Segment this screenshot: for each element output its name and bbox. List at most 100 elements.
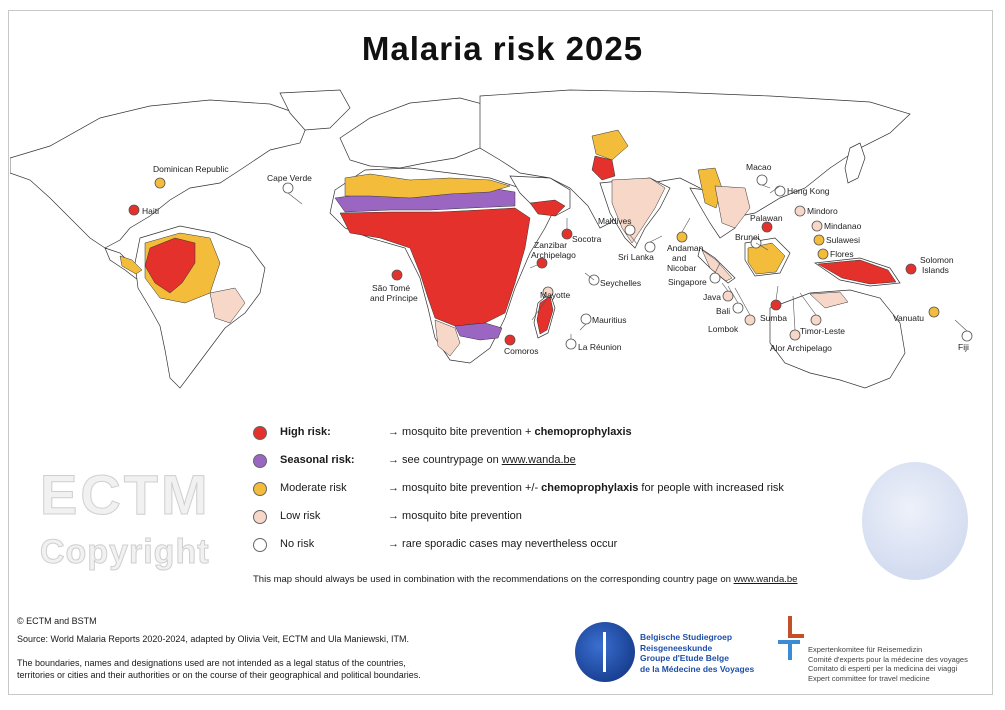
dominican-republic-marker (154, 177, 166, 189)
legend-advice-suffix: for people with increased risk (638, 482, 784, 494)
bsg-line-3: Groupe d'Etude Belge (640, 653, 729, 663)
label-seychelles: Seychelles (600, 278, 641, 288)
label-bali: Bali (716, 306, 730, 316)
land-masses (10, 89, 911, 389)
la-reunion-marker (565, 338, 577, 350)
label-maldives: Maldives (598, 216, 632, 226)
legend-advice-text: → mosquito bite prevention +/- (388, 482, 542, 494)
label-cape-verde: Cape Verde (267, 173, 312, 183)
southeast-asia-low (714, 185, 751, 229)
label-vanuatu: Vanuatu (893, 313, 924, 323)
label-alor: Alor Archipelago (770, 343, 832, 353)
yemen-high (529, 199, 566, 217)
label-solomon-1: Solomon (920, 255, 954, 265)
disclaimer-line-2: territories or cities and their authorit… (17, 670, 421, 680)
watermark-ectm: ECTM (40, 463, 211, 527)
socotra-marker (561, 228, 573, 240)
legend-advice-emphasis: chemoprophylaxis (541, 482, 639, 494)
label-dominican-republic: Dominican Republic (153, 164, 229, 174)
watermark-copyright: Copyright (40, 533, 210, 572)
label-timor-leste: Timor-Leste (800, 326, 845, 336)
copyright-line: © ECTM and BSTM (17, 616, 97, 626)
maldives-marker (624, 224, 636, 236)
label-comoros: Comoros (504, 346, 538, 356)
legend-swatch (253, 538, 267, 552)
usage-note-link[interactable]: www.wanda.be (733, 574, 798, 585)
label-palawan: Palawan (750, 213, 783, 223)
singapore-marker (709, 272, 721, 284)
new-guinea-high (817, 259, 897, 285)
label-sri-lanka: Sri Lanka (618, 252, 654, 262)
map-title: Malaria risk 2025 (361, 30, 644, 67)
sri-lanka-marker (644, 241, 656, 253)
legend-advice: → mosquito bite prevention +/- chemoprop… (388, 482, 784, 494)
place-labels: Dominican Republic Haiti Cape Verde São … (142, 162, 969, 356)
legend-advice-text: → rare sporadic cases may nevertheless o… (388, 538, 618, 550)
ecm-text: Expertenkomitee für Reisemedizin Comité … (808, 645, 968, 683)
zanzibar-marker (536, 257, 548, 269)
source-line: Source: World Malaria Reports 2020-2024,… (17, 634, 410, 644)
label-sao-tome-2: and Príncipe (370, 293, 418, 303)
legend-row: High risk: → mosquito bite prevention + c… (248, 424, 848, 452)
macao-marker (756, 174, 768, 186)
label-flores: Flores (830, 249, 854, 259)
australia-north-low (809, 291, 849, 309)
australia (769, 289, 906, 389)
legend-advice-text: → see countrypage on (388, 454, 502, 466)
timor-leste-marker (810, 314, 822, 326)
flores-marker (817, 248, 829, 260)
legend-row: Low risk → mosquito bite prevention (248, 508, 848, 536)
legend-swatch (253, 482, 267, 496)
label-brunei: Brunei (735, 232, 760, 242)
label-socotra: Socotra (572, 234, 602, 244)
legend-advice-emphasis: chemoprophylaxis (534, 426, 632, 438)
legend-label: High risk: (280, 426, 331, 438)
world-map: Dominican Republic Haiti Cape Verde São … (10, 89, 973, 389)
bsg-line-4: de la Médecine des Voyages (640, 663, 755, 674)
legend-row: Seasonal risk: → see countrypage on www.w… (248, 452, 848, 480)
label-mindanao: Mindanao (824, 221, 862, 231)
label-sao-tome: São Tomé (372, 283, 410, 293)
solomon-marker (905, 263, 917, 275)
legend-advice-link[interactable]: www.wanda.be (501, 454, 576, 466)
label-java: Java (703, 292, 721, 302)
legend-label: Low risk (280, 510, 321, 522)
island-markers (128, 174, 973, 350)
sao-tome-marker (391, 269, 403, 281)
fiji-marker (961, 330, 973, 342)
label-andaman-2: and (672, 253, 686, 263)
ecm-logo (778, 616, 804, 660)
sulawesi-marker (813, 234, 825, 246)
label-andaman-1: Andaman (667, 243, 704, 253)
bsg-line-2: Reisgeneeskunde (640, 642, 713, 653)
label-zanzibar-1: Zanzibar (534, 240, 567, 250)
south-america-high (144, 237, 196, 294)
legend-label: Moderate risk (280, 482, 347, 494)
central-america-moderate (119, 255, 143, 275)
bsg-logo (575, 622, 635, 682)
pakistan-high (591, 155, 616, 181)
cape-verde-marker (282, 182, 294, 194)
sumatra-low (701, 249, 733, 282)
europe (339, 97, 501, 169)
africa-high-risk (339, 207, 531, 327)
africa-low-south (434, 319, 461, 357)
japan (844, 142, 866, 184)
disclaimer-line-1: The boundaries, names and designations u… (17, 658, 406, 668)
label-la-reunion: La Réunion (578, 342, 622, 352)
india-low (611, 177, 666, 244)
caduceus-watermark-logo (862, 462, 968, 580)
andaman-marker (676, 231, 688, 243)
label-solomon-2: Islands (922, 265, 949, 275)
legend-advice: → see countrypage on www.wanda.be (388, 454, 576, 466)
label-fiji: Fiji (958, 342, 969, 352)
legend-swatch (253, 454, 267, 468)
africa-seasonal-south (454, 322, 503, 341)
south-america-low (209, 287, 246, 324)
sumba-marker (770, 299, 782, 311)
label-mauritius: Mauritius (592, 315, 626, 325)
legend-swatch (253, 426, 267, 440)
ecm-line-2: Comité d'experts pour la médecine des vo… (808, 654, 968, 664)
usage-note-text: This map should always be used in combin… (253, 574, 734, 585)
vanuatu-marker (928, 306, 940, 318)
